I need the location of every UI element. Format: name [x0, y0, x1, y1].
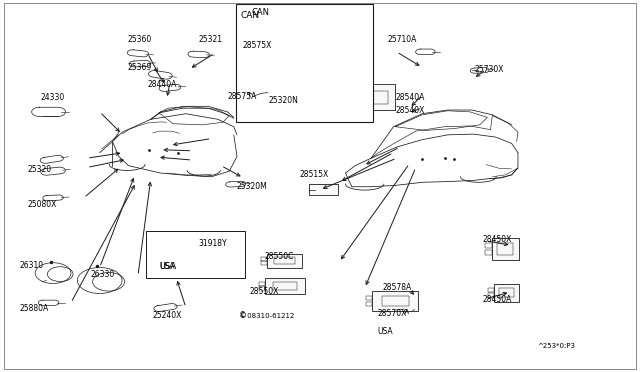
Text: ©08310-61212: ©08310-61212 [240, 313, 294, 319]
Bar [261, 261, 268, 265]
Text: 31918Y: 31918Y [198, 239, 227, 248]
Text: 25080X: 25080X [28, 200, 57, 209]
Text: 25320N: 25320N [269, 96, 299, 105]
Bar [488, 288, 494, 292]
Text: 28575A: 28575A [227, 92, 257, 101]
Text: 28575X: 28575X [242, 41, 271, 50]
Text: ^253*0:P3: ^253*0:P3 [537, 343, 575, 349]
Text: 25710A: 25710A [387, 35, 417, 44]
Bar [314, 46, 321, 50]
Text: 24330: 24330 [40, 93, 65, 102]
Bar [488, 293, 494, 298]
Bar [314, 54, 321, 58]
Text: USA: USA [159, 262, 177, 272]
Text: 25321: 25321 [198, 35, 223, 44]
Bar [273, 282, 297, 290]
Text: 28440A: 28440A [148, 80, 177, 89]
Bar [485, 250, 492, 254]
Text: 26310: 26310 [20, 261, 44, 270]
Bar [353, 99, 360, 103]
Bar [268, 254, 303, 268]
Text: 25320: 25320 [28, 165, 52, 174]
Bar [261, 257, 268, 261]
Text: ©: © [239, 311, 246, 320]
Bar [275, 257, 296, 264]
Bar [265, 278, 305, 294]
Text: 28550C: 28550C [264, 252, 294, 261]
Bar [499, 288, 514, 297]
Text: 28578A: 28578A [383, 283, 412, 292]
Text: 28540A: 28540A [396, 93, 425, 102]
Bar [309, 184, 337, 195]
Text: 25880A: 25880A [20, 304, 49, 313]
Bar [381, 296, 409, 306]
Bar [321, 38, 358, 65]
Bar [259, 286, 265, 291]
Text: USA: USA [159, 262, 175, 271]
Bar [492, 238, 518, 260]
Bar [494, 284, 518, 302]
Text: 28540X: 28540X [396, 106, 425, 115]
Bar [485, 243, 492, 248]
Bar [367, 90, 388, 103]
Bar [360, 84, 395, 110]
Bar [353, 91, 360, 95]
Text: 28450A: 28450A [483, 295, 512, 304]
Text: USA: USA [378, 327, 393, 336]
Text: CAN: CAN [251, 8, 269, 17]
Bar [366, 296, 372, 300]
Text: 28570X: 28570X [378, 310, 407, 318]
Text: 28450X: 28450X [483, 235, 512, 244]
Text: 28515X: 28515X [300, 170, 329, 179]
Bar [365, 89, 371, 105]
Text: 25369: 25369 [127, 63, 152, 72]
Bar [236, 4, 373, 122]
Bar [366, 302, 372, 306]
Bar [497, 243, 513, 254]
Text: 28550X: 28550X [250, 287, 279, 296]
Bar [259, 282, 265, 286]
Text: 25240X: 25240X [153, 311, 182, 320]
Bar [147, 231, 245, 278]
Text: 26330: 26330 [90, 270, 115, 279]
Text: 25320M: 25320M [237, 182, 268, 190]
Text: 25730X: 25730X [474, 65, 504, 74]
Text: CAN: CAN [241, 12, 260, 20]
Bar [328, 45, 350, 58]
Bar [372, 291, 419, 311]
Text: 25360: 25360 [127, 35, 152, 44]
